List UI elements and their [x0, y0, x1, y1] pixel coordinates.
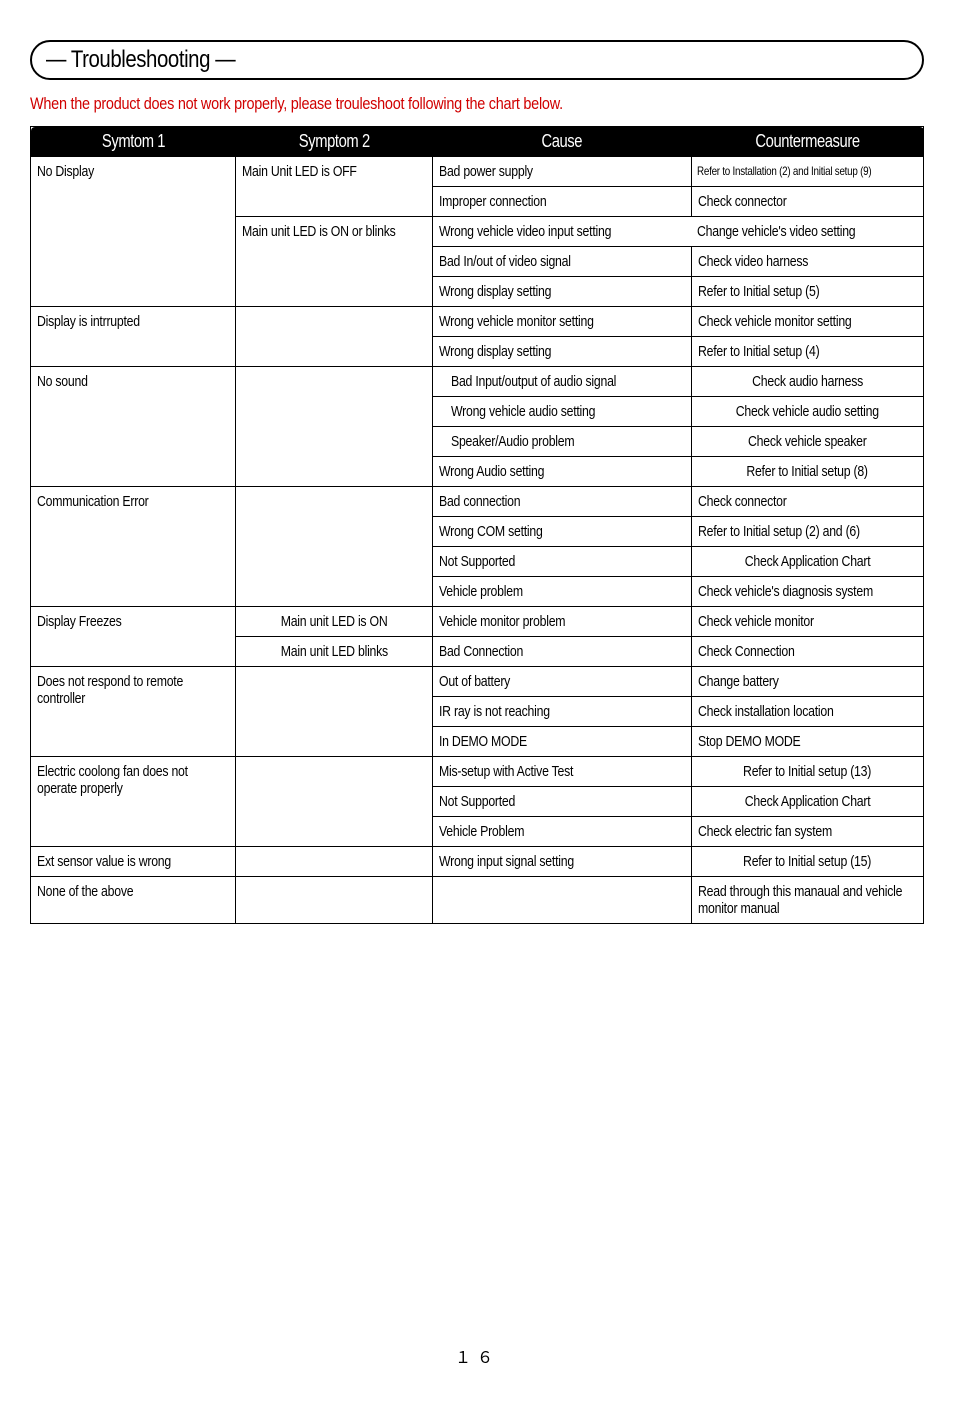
- table-row: Ext sensor value is wrong Wrong input sig…: [31, 847, 924, 877]
- countermeasure-cell: Check Application Chart: [691, 547, 923, 577]
- symptom2-cell: [236, 667, 432, 757]
- symptom2-cell: [236, 757, 432, 847]
- symptom1-cell: No sound: [31, 367, 236, 487]
- countermeasure-cell: Check vehicle's diagnosis system: [691, 577, 923, 607]
- section-subtitle: When the product does not work properly,…: [30, 94, 790, 114]
- table-row: No soundBad Input/output of audio signal…: [31, 367, 924, 397]
- col-countermeasure: Countermeasure: [691, 127, 923, 157]
- symptom1-cell: None of the above: [31, 877, 236, 924]
- countermeasure-cell: Stop DEMO MODE: [691, 727, 923, 757]
- countermeasure-cell: Check Application Chart: [691, 787, 923, 817]
- cause-cell: Vehicle problem: [432, 577, 691, 607]
- cause-cell: Bad power supply: [432, 157, 691, 187]
- cause-cell: Vehicle Problem: [432, 817, 691, 847]
- cause-cell: Mis-setup with Active Test: [432, 757, 691, 787]
- table-row: Display is intrruptedWrong vehicle monit…: [31, 307, 924, 337]
- countermeasure-cell: Check installation location: [691, 697, 923, 727]
- countermeasure-cell: Check connector: [691, 187, 923, 217]
- cause-cell: [432, 877, 691, 924]
- table-header-row: Symtom 1 Symptom 2 Cause Countermeasure: [31, 127, 924, 157]
- cause-cell: Bad connection: [432, 487, 691, 517]
- countermeasure-cell: Check vehicle speaker: [691, 427, 923, 457]
- symptom2-cell: Main unit LED is ON or blinks: [236, 217, 432, 307]
- countermeasure-cell: Refer to Initial setup (4): [691, 337, 923, 367]
- cause-cell: Not Supported: [432, 547, 691, 577]
- cause-cell: Wrong Audio setting: [432, 457, 691, 487]
- symptom2-cell: [236, 487, 432, 607]
- countermeasure-cell: Change vehicle's video setting: [691, 217, 923, 247]
- cause-cell: Wrong vehicle monitor setting: [432, 307, 691, 337]
- symptom1-cell: Communication Error: [31, 487, 236, 607]
- countermeasure-cell: Refer to Initial setup (5): [691, 277, 923, 307]
- symptom1-cell: Ext sensor value is wrong: [31, 847, 236, 877]
- countermeasure-cell: Check video harness: [691, 247, 923, 277]
- countermeasure-cell: Check vehicle monitor setting: [691, 307, 923, 337]
- table-row: Display FreezesMain unit LED is ONVehicl…: [31, 607, 924, 637]
- countermeasure-cell: Check vehicle monitor: [691, 607, 923, 637]
- table-row: Communication ErrorBad connectionCheck c…: [31, 487, 924, 517]
- col-symptom2: Symptom 2: [236, 127, 432, 157]
- symptom1-cell: Does not respond to remote controller: [31, 667, 236, 757]
- cause-cell: Wrong vehicle audio setting: [432, 397, 691, 427]
- countermeasure-cell: Change battery: [691, 667, 923, 697]
- cause-cell: Wrong display setting: [432, 337, 691, 367]
- cause-cell: Vehicle monitor problem: [432, 607, 691, 637]
- cause-cell: Wrong input signal setting: [432, 847, 691, 877]
- section-title-frame: — Troubleshooting —: [30, 40, 924, 80]
- cause-cell: Bad Input/output of audio signal: [432, 367, 691, 397]
- symptom2-cell: [236, 367, 432, 487]
- table-row: No DisplayMain Unit LED is OFFBad power …: [31, 157, 924, 187]
- troubleshooting-table: Symtom 1 Symptom 2 Cause Countermeasure …: [30, 126, 924, 924]
- symptom1-cell: Display is intrrupted: [31, 307, 236, 367]
- cause-cell: Bad In/out of video signal: [432, 247, 691, 277]
- countermeasure-cell: Read through this manaual and vehicle mo…: [691, 877, 923, 924]
- cause-cell: Speaker/Audio problem: [432, 427, 691, 457]
- countermeasure-cell: Check connector: [691, 487, 923, 517]
- cause-cell: Wrong COM setting: [432, 517, 691, 547]
- countermeasure-cell: Refer to Initial setup (15): [691, 847, 923, 877]
- cause-cell: In DEMO MODE: [432, 727, 691, 757]
- section-title: — Troubleshooting —: [46, 46, 779, 74]
- countermeasure-cell: Refer to Installation (2) and Initial se…: [691, 157, 923, 187]
- col-symptom1: Symtom 1: [31, 127, 236, 157]
- symptom2-cell: [236, 877, 432, 924]
- countermeasure-cell: Refer to Initial setup (13): [691, 757, 923, 787]
- cause-cell: Not Supported: [432, 787, 691, 817]
- symptom1-cell: No Display: [31, 157, 236, 307]
- countermeasure-cell: Check electric fan system: [691, 817, 923, 847]
- symptom1-cell: Display Freezes: [31, 607, 236, 667]
- cause-cell: IR ray is not reaching: [432, 697, 691, 727]
- cause-cell: Out of battery: [432, 667, 691, 697]
- countermeasure-cell: Refer to Initial setup (2) and (6): [691, 517, 923, 547]
- symptom2-cell: [236, 847, 432, 877]
- table-row: None of the above Read through this manau…: [31, 877, 924, 924]
- cause-cell: Wrong display setting: [432, 277, 691, 307]
- symptom2-cell: [236, 307, 432, 367]
- symptom1-cell: Electric coolong fan does not operate pr…: [31, 757, 236, 847]
- symptom2-cell: Main unit LED is ON: [236, 607, 432, 637]
- countermeasure-cell: Check Connection: [691, 637, 923, 667]
- col-cause: Cause: [432, 127, 691, 157]
- cause-cell: Wrong vehicle video input setting: [432, 217, 691, 247]
- symptom2-cell: Main unit LED blinks: [236, 637, 432, 667]
- table-row: Electric coolong fan does not operate pr…: [31, 757, 924, 787]
- cause-cell: Improper connection: [432, 187, 691, 217]
- countermeasure-cell: Refer to Initial setup (8): [691, 457, 923, 487]
- page-number: １６: [30, 1344, 924, 1368]
- countermeasure-cell: Check audio harness: [691, 367, 923, 397]
- countermeasure-cell: Check vehicle audio setting: [691, 397, 923, 427]
- table-row: Does not respond to remote controllerOut…: [31, 667, 924, 697]
- cause-cell: Bad Connection: [432, 637, 691, 667]
- symptom2-cell: Main Unit LED is OFF: [236, 157, 432, 217]
